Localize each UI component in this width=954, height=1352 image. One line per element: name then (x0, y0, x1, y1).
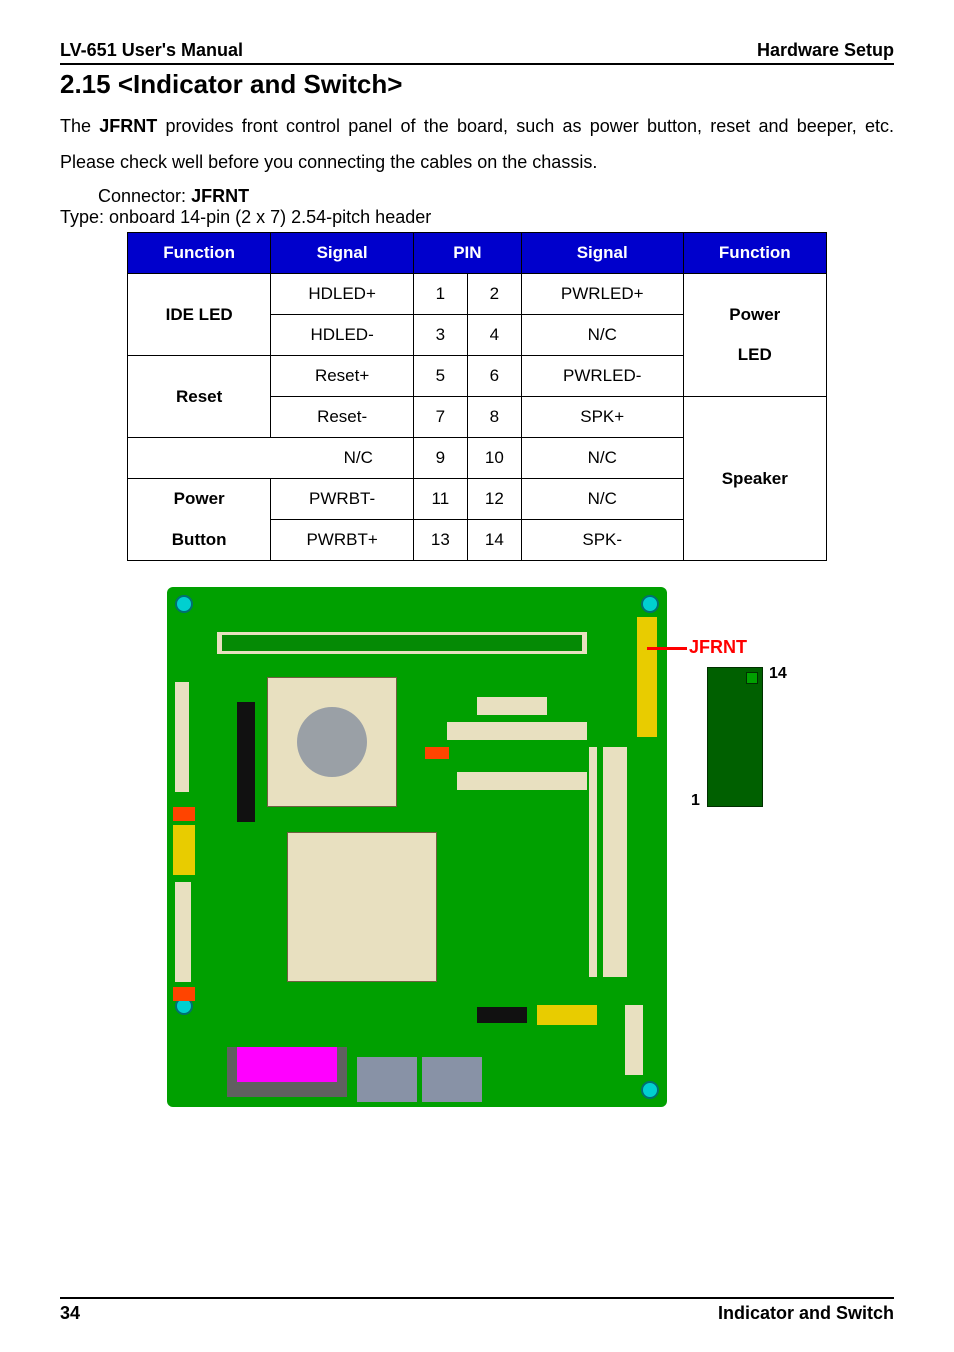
cell-pin: 1 (413, 274, 467, 315)
jumper-icon (173, 807, 195, 821)
pin1-marker-icon (746, 672, 758, 684)
mount-hole-icon (641, 1081, 659, 1099)
cell-sig: N/C (521, 479, 683, 520)
th-signal-r: Signal (521, 233, 683, 274)
pin-header-icon (237, 702, 255, 822)
cell-func: IDE LED (128, 274, 271, 356)
cell-func: Power (128, 479, 271, 520)
callout-label: JFRNT (689, 637, 747, 658)
cell-sig: PWRBT- (271, 479, 414, 520)
slot-icon (457, 772, 587, 790)
cell-pin: 6 (467, 356, 521, 397)
rear-port-icon (357, 1057, 417, 1102)
jfrnt-header-icon (637, 617, 657, 737)
cell-sig: SPK- (521, 520, 683, 561)
cell-sig: Reset+ (271, 356, 414, 397)
cell-pin: 4 (467, 315, 521, 356)
header-left: LV-651 User's Manual (60, 40, 243, 61)
footer-title: Indicator and Switch (718, 1303, 894, 1324)
footer-page: 34 (60, 1303, 80, 1324)
mount-hole-icon (175, 595, 193, 613)
cell-sig: HDLED+ (271, 274, 414, 315)
cell-sig: Reset- (271, 397, 414, 438)
th-function-l: Function (128, 233, 271, 274)
rear-port-icon (422, 1057, 482, 1102)
th-pin: PIN (413, 233, 521, 274)
cell-pin: 2 (467, 274, 521, 315)
th-function-r: Function (683, 233, 826, 274)
body-paragraph: The JFRNT provides front control panel o… (60, 108, 894, 180)
jfrnt-detail-icon (707, 667, 763, 807)
connector-name: JFRNT (191, 186, 249, 206)
heatsink-icon (297, 707, 367, 777)
th-signal-l: Signal (271, 233, 414, 274)
cell-sig: HDLED- (271, 315, 414, 356)
page-header: LV-651 User's Manual Hardware Setup (60, 40, 894, 65)
pcb-outline (167, 587, 667, 1107)
pin-header-icon (173, 825, 195, 875)
dimm-slot-icon (603, 747, 627, 977)
header-right: Hardware Setup (757, 40, 894, 61)
cell-func: Button (128, 520, 271, 561)
cell-pin: 7 (413, 397, 467, 438)
cell-pin: 11 (413, 479, 467, 520)
pin-header-icon (477, 1007, 527, 1023)
cell-sig: PWRLED- (521, 356, 683, 397)
cell-sig: SPK+ (521, 397, 683, 438)
cell-sig: PWRBT+ (271, 520, 414, 561)
cell-func: Reset (128, 356, 271, 438)
pin-header-icon (537, 1005, 597, 1025)
jumper-icon (425, 747, 449, 759)
cell-sig: N/C (128, 438, 414, 479)
cell-sig: N/C (521, 315, 683, 356)
cell-pin: 10 (467, 438, 521, 479)
cell-pin: 5 (413, 356, 467, 397)
mount-hole-icon (641, 595, 659, 613)
pin-label-hi: 14 (769, 665, 787, 683)
pin-label-lo: 1 (691, 792, 700, 810)
cell-func: PowerLED (683, 274, 826, 397)
cell-pin: 3 (413, 315, 467, 356)
page-footer: 34 Indicator and Switch (60, 1297, 894, 1324)
pinout-table: Function Signal PIN Signal Function IDE … (127, 232, 827, 561)
smd-pad-icon (477, 697, 547, 715)
chipset-area-icon (287, 832, 437, 982)
pin-header-icon (175, 882, 191, 982)
table-header-row: Function Signal PIN Signal Function (128, 233, 827, 274)
pin-header-icon (175, 682, 189, 792)
cell-func: Speaker (683, 397, 826, 561)
table-row: IDE LED HDLED+ 1 2 PWRLED+ PowerLED (128, 274, 827, 315)
type-line: Type: onboard 14-pin (2 x 7) 2.54-pitch … (60, 207, 894, 228)
board-diagram: JFRNT 14 1 (167, 587, 787, 1117)
cell-sig: N/C (521, 438, 683, 479)
cell-pin: 9 (413, 438, 467, 479)
dimm-slot-icon (589, 747, 597, 977)
callout-line (647, 647, 687, 650)
connector-line: Connector: JFRNT (98, 186, 894, 207)
section-title: 2.15 <Indicator and Switch> (60, 69, 894, 100)
cell-sig: PWRLED+ (521, 274, 683, 315)
cell-pin: 14 (467, 520, 521, 561)
cell-pin: 13 (413, 520, 467, 561)
jumper-icon (173, 987, 195, 1001)
cell-pin: 12 (467, 479, 521, 520)
smd-pad-icon (447, 722, 587, 740)
pin-header-icon (625, 1005, 643, 1075)
vga-port-icon (237, 1047, 337, 1082)
connector-label: Connector: (98, 186, 191, 206)
cell-pin: 8 (467, 397, 521, 438)
ide-inner-icon (222, 635, 582, 651)
